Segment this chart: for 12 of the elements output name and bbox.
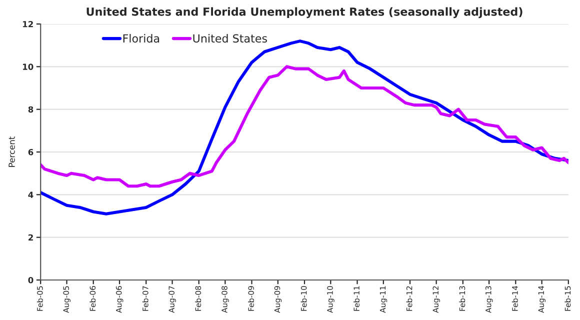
line-series [40,65,568,188]
y-tick-label: 2 [28,234,33,240]
legend-label: United States [193,34,267,43]
y-tick-label: 10 [23,64,34,70]
y-tick-label: 6 [28,148,34,156]
y-axis-title: Percent [8,136,15,167]
legend-label: Florida [123,34,160,43]
chart-title: United States and Florida Unemployment Rates (seasonally adjusted) [86,7,522,18]
y-tick-label: 8 [28,106,34,113]
y-tick-label: 0 [28,276,34,284]
y-tick-label: 4 [28,192,34,198]
y-tick-label: 12 [23,20,33,28]
